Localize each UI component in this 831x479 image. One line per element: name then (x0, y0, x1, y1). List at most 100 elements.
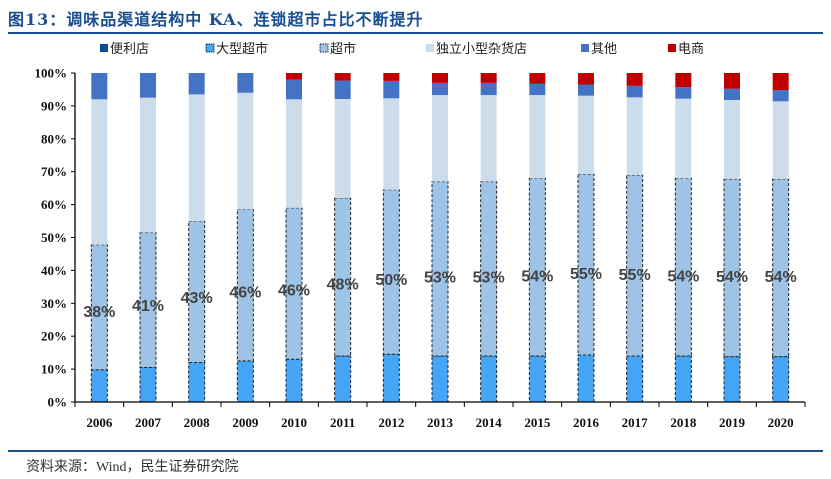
legend-label: 独立小型杂货店 (436, 41, 527, 57)
y-tick-label: 100% (35, 66, 68, 81)
bar-segment (383, 80, 400, 99)
bar-segment (724, 73, 740, 89)
bar-segment (334, 197, 352, 357)
bar-segment (724, 88, 740, 100)
bar-segment (237, 92, 254, 210)
y-tick-label: 0% (48, 395, 68, 410)
bar-segment (577, 173, 595, 356)
bar-segment (723, 356, 741, 403)
bar-segment (772, 73, 789, 91)
bar-segment (237, 73, 254, 93)
data-label: 55% (619, 267, 651, 284)
y-tick-label: 60% (41, 197, 67, 212)
data-label: 53% (424, 270, 456, 287)
bar-segment (286, 79, 302, 100)
bar-segment (529, 95, 546, 179)
bar-segment (674, 355, 692, 403)
y-tick-label: 30% (41, 296, 67, 311)
bar-segment (188, 94, 205, 222)
figure-title: 图13：调味品渠道结构中 KA、连锁超市占比不断提升 (8, 10, 424, 29)
legend-swatch (205, 43, 215, 53)
bar-segment (140, 97, 156, 233)
legend-label: 大型超市 (216, 41, 268, 57)
legend-swatch (668, 44, 676, 52)
bar-segment (188, 73, 205, 95)
x-tick-label: 2020 (768, 415, 794, 430)
y-tick-label: 40% (41, 263, 67, 278)
x-tick-label: 2010 (281, 415, 307, 430)
x-tick-label: 2017 (622, 415, 649, 430)
y-tick-label: 70% (41, 164, 67, 179)
y-tick-label: 10% (41, 362, 67, 377)
bar-segment (91, 99, 108, 245)
data-label: 55% (570, 266, 602, 283)
legend-swatch (426, 44, 434, 52)
bar-segment (674, 177, 692, 357)
bar-segment (626, 73, 643, 86)
bar-segment (480, 82, 497, 96)
bar-segment (236, 360, 254, 403)
legend-label: 超市 (330, 41, 356, 57)
data-label: 53% (473, 270, 505, 287)
data-label: 46% (278, 283, 310, 300)
x-tick-label: 2014 (476, 415, 503, 430)
y-tick-label: 90% (41, 98, 67, 113)
y-tick-label: 20% (41, 329, 67, 344)
y-tick-label: 80% (41, 131, 67, 146)
data-label: 50% (375, 272, 407, 289)
bar-segment (382, 353, 400, 403)
bar-segment (529, 73, 546, 84)
bar-segment (626, 85, 643, 98)
bar-segment (772, 356, 790, 403)
x-tick-label: 2006 (86, 415, 113, 430)
bar-segment (529, 83, 546, 96)
bar-segment (480, 73, 497, 83)
data-label: 48% (327, 277, 359, 294)
bar-segment (285, 358, 303, 403)
data-label: 54% (716, 269, 748, 286)
legend-label: 便利店 (110, 42, 149, 57)
x-tick-label: 2016 (573, 415, 600, 430)
data-label: 54% (765, 269, 797, 286)
x-tick-label: 2019 (719, 415, 746, 430)
bar-segment (286, 73, 302, 80)
title-rule (8, 32, 823, 34)
bar-segment (431, 355, 449, 403)
bar-segment (432, 95, 448, 182)
legend-swatch (319, 43, 329, 53)
data-label: 38% (83, 304, 115, 321)
legend-label: 电商 (678, 42, 704, 57)
legend-swatch (581, 44, 589, 52)
y-tick-label: 50% (41, 230, 67, 245)
bar-segment (675, 98, 692, 179)
bar-segment (578, 84, 594, 96)
x-tick-label: 2015 (524, 415, 551, 430)
bar-segment (528, 177, 546, 357)
bar-segment (723, 178, 741, 358)
data-label: 46% (229, 284, 261, 301)
bar-segment (772, 90, 789, 102)
x-tick-label: 2011 (330, 415, 355, 430)
bar-segment (383, 73, 400, 81)
x-tick-label: 2009 (232, 415, 259, 430)
data-label: 54% (667, 268, 699, 285)
bar-segment (334, 80, 351, 99)
bar-segment (626, 174, 644, 357)
bar-segment (675, 73, 692, 88)
bar-segment (139, 366, 157, 403)
legend-swatch (100, 44, 108, 52)
bar-segment (577, 354, 595, 403)
bar-segment (432, 73, 448, 83)
data-label: 41% (132, 298, 164, 315)
bar-segment (724, 99, 740, 179)
bar-segment (578, 73, 594, 85)
source-rule (8, 450, 823, 452)
bar-segment (432, 82, 448, 96)
x-tick-label: 2007 (135, 415, 162, 430)
bar-segment (480, 95, 497, 182)
x-tick-label: 2012 (378, 415, 404, 430)
bar-segment (578, 95, 594, 175)
bar-segment (626, 355, 644, 403)
bar-segment (626, 97, 643, 175)
